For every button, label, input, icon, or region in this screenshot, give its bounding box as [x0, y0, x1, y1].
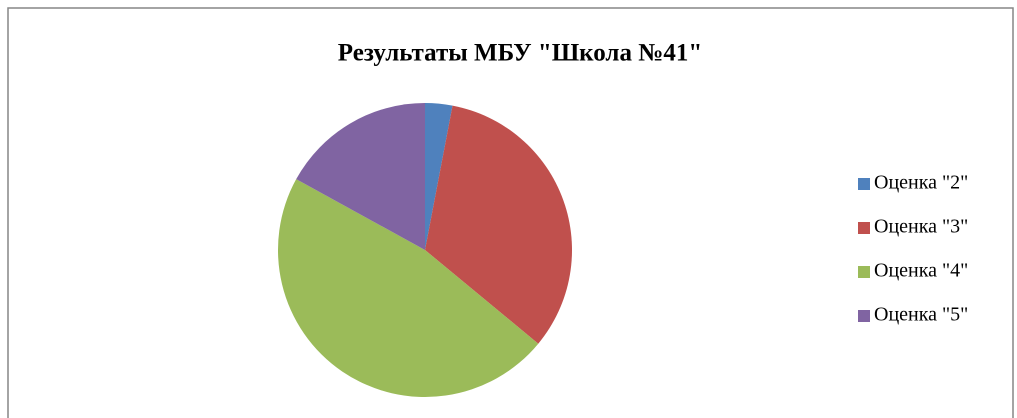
legend-label: Оценка "5" [874, 304, 968, 326]
legend-swatch [858, 310, 870, 322]
legend-label: Оценка "2" [874, 172, 968, 194]
legend-swatch [858, 178, 870, 190]
pie-slice [296, 103, 425, 250]
legend-label: Оценка "3" [874, 216, 968, 238]
pie-slice [425, 103, 453, 250]
legend-swatch [858, 222, 870, 234]
legend-label: Оценка "4" [874, 260, 968, 282]
pie-slice [278, 179, 539, 397]
chart-title: Результаты МБУ "Школа №41" [338, 40, 702, 67]
pie-slice [425, 105, 572, 344]
legend-swatch [858, 266, 870, 278]
